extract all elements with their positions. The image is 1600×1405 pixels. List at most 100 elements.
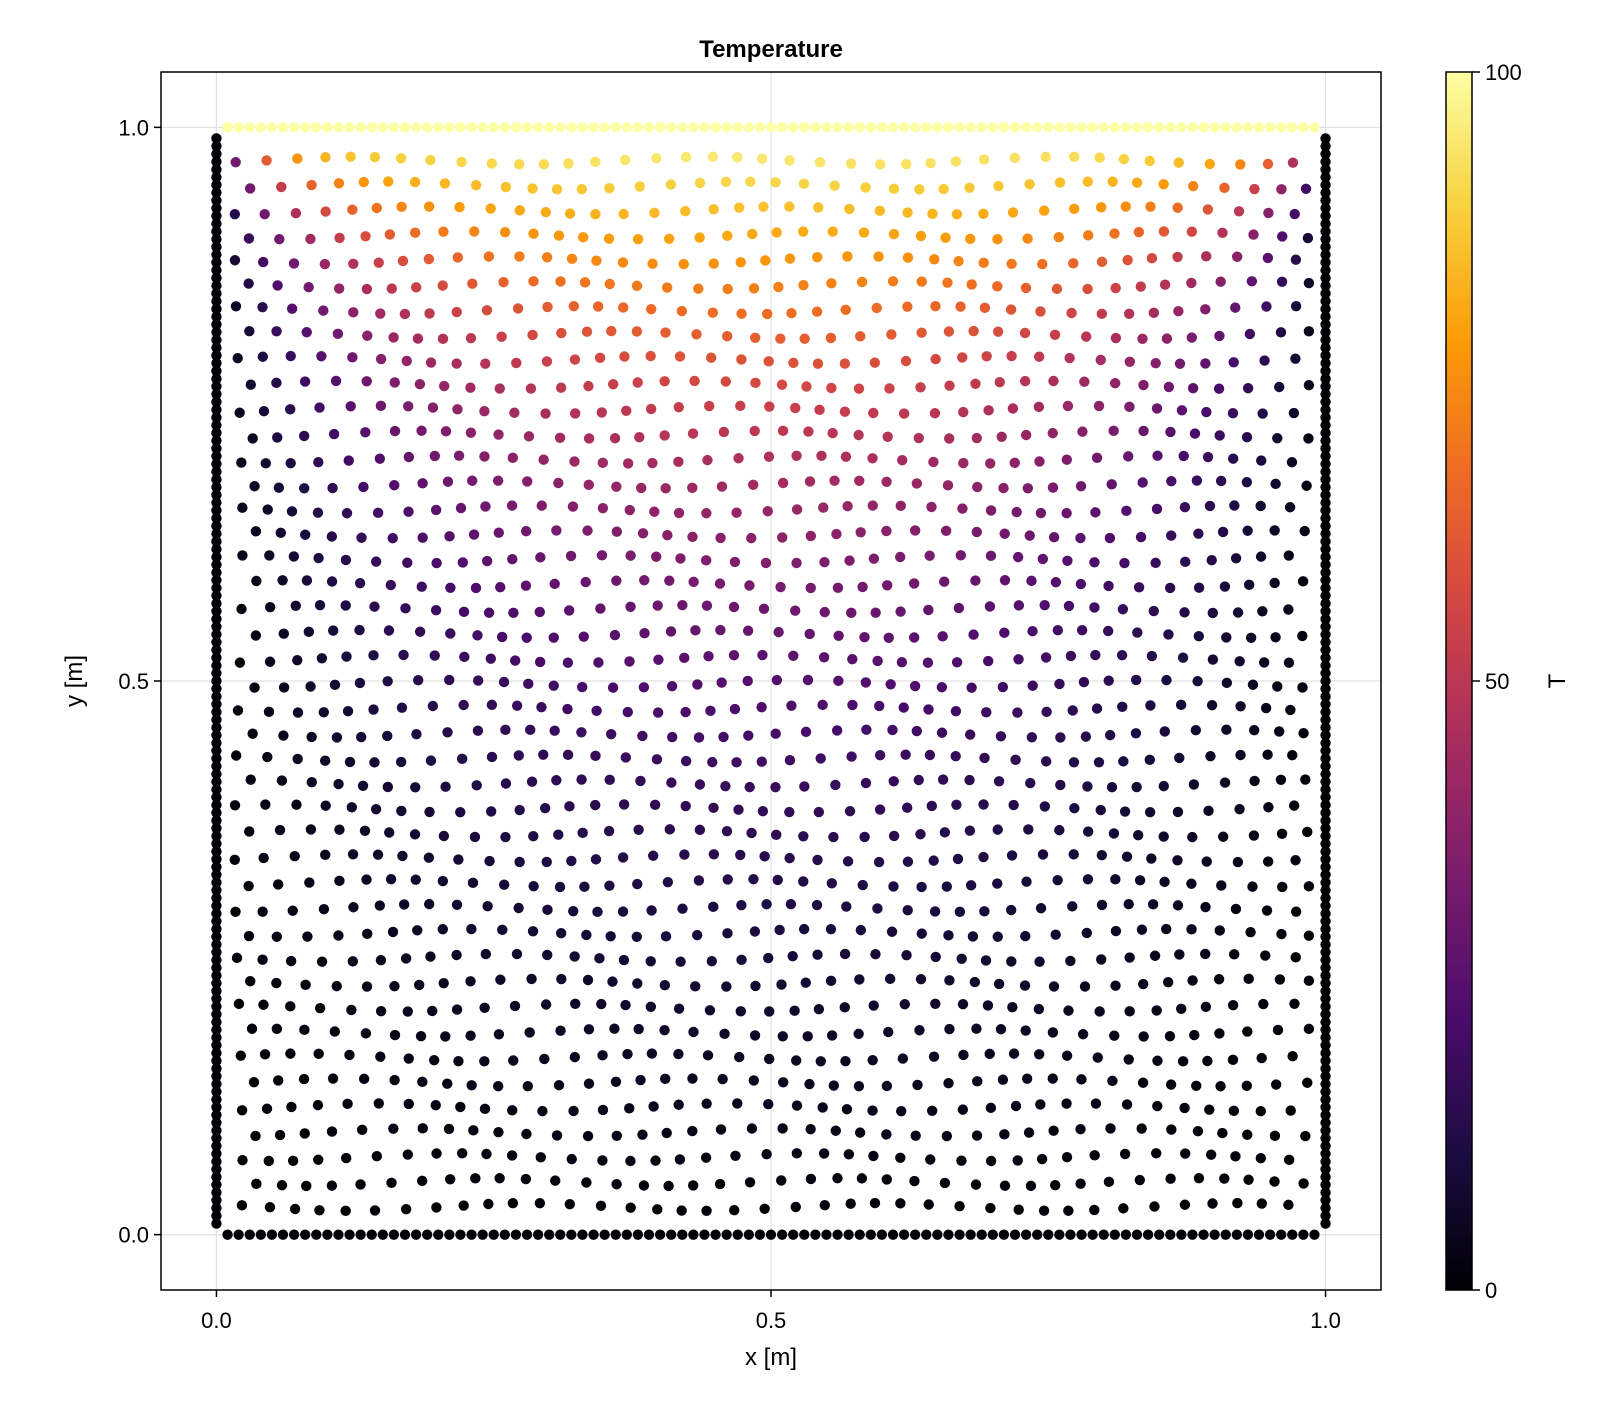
data-point	[1320, 900, 1331, 911]
data-point	[453, 1055, 464, 1067]
data-point	[743, 1229, 755, 1240]
data-point	[578, 631, 589, 642]
data-point	[1041, 706, 1052, 718]
data-point	[1068, 258, 1079, 269]
data-point	[483, 251, 495, 262]
data-point	[583, 479, 594, 491]
data-point	[898, 408, 910, 419]
data-point	[798, 876, 809, 887]
data-point	[311, 1229, 322, 1240]
data-point	[916, 327, 927, 338]
data-point	[1276, 276, 1288, 287]
data-point	[230, 157, 241, 168]
data-point	[1121, 505, 1132, 517]
data-point	[540, 207, 552, 218]
data-point	[706, 955, 718, 967]
data-point	[341, 651, 352, 662]
data-point	[211, 1078, 222, 1090]
data-point	[590, 854, 602, 865]
data-point	[554, 432, 566, 443]
data-point	[1320, 985, 1331, 997]
data-point	[211, 311, 222, 322]
data-point	[693, 283, 704, 294]
data-point	[485, 653, 497, 664]
data-point	[1149, 1201, 1160, 1212]
data-point	[1061, 454, 1073, 465]
data-point	[1275, 1229, 1287, 1240]
data-point	[389, 1029, 401, 1041]
data-point	[805, 1124, 816, 1135]
data-point	[832, 1229, 843, 1240]
data-point	[566, 855, 577, 867]
data-point	[597, 1104, 609, 1116]
data-point	[511, 948, 523, 960]
data-point	[958, 1049, 969, 1061]
data-point	[964, 729, 976, 740]
data-point	[430, 605, 442, 616]
data-point	[756, 153, 768, 164]
data-point	[211, 280, 222, 291]
data-point	[1320, 358, 1331, 369]
data-point	[943, 1078, 954, 1089]
data-point	[897, 1053, 909, 1064]
data-point	[479, 406, 490, 417]
data-point	[274, 824, 286, 836]
data-point	[1233, 206, 1245, 217]
data-point	[1180, 556, 1191, 568]
data-point	[631, 326, 643, 337]
data-point	[1320, 1156, 1331, 1167]
data-point	[1048, 981, 1060, 992]
data-point	[1320, 978, 1331, 989]
data-point	[288, 258, 300, 269]
data-point	[577, 1229, 588, 1240]
data-point	[1038, 1205, 1050, 1216]
data-point	[992, 824, 1003, 835]
data-point	[1172, 855, 1183, 866]
data-point	[1025, 1180, 1037, 1192]
data-point	[625, 1202, 636, 1213]
data-point	[590, 156, 601, 168]
data-point	[633, 824, 644, 835]
data-point	[211, 296, 222, 307]
data-point	[496, 331, 507, 342]
data-point	[646, 1048, 658, 1059]
data-point	[356, 731, 367, 743]
data-point	[701, 1098, 712, 1109]
data-point	[886, 329, 897, 340]
data-point	[1320, 714, 1331, 725]
y-tick-label: 0.5	[118, 669, 149, 694]
data-point	[211, 1156, 222, 1167]
data-point	[1320, 156, 1331, 167]
data-point	[415, 1030, 427, 1042]
data-point	[1080, 731, 1092, 742]
data-point	[1320, 582, 1331, 594]
data-point	[901, 950, 912, 961]
data-point	[1320, 202, 1331, 214]
data-point	[247, 728, 258, 739]
data-point	[944, 380, 955, 391]
data-point	[1069, 203, 1080, 215]
data-point	[1022, 483, 1034, 494]
data-point	[969, 976, 981, 988]
data-point	[255, 122, 267, 133]
data-point	[230, 906, 241, 917]
data-point	[1055, 779, 1066, 791]
data-point	[480, 501, 491, 512]
data-point	[622, 706, 633, 718]
data-point	[345, 401, 356, 412]
data-point	[211, 303, 222, 315]
data-point	[1320, 1040, 1331, 1051]
data-point	[1241, 431, 1253, 443]
data-point	[292, 753, 303, 765]
data-point	[369, 601, 380, 612]
data-point	[499, 1229, 511, 1240]
data-point	[1302, 1077, 1313, 1088]
data-point	[854, 1229, 865, 1240]
data-point	[211, 985, 222, 997]
data-point	[1206, 554, 1217, 566]
data-point	[211, 528, 222, 539]
data-point	[1274, 726, 1285, 737]
data-point	[1249, 724, 1260, 736]
data-point	[400, 1203, 412, 1215]
data-point	[229, 854, 240, 865]
